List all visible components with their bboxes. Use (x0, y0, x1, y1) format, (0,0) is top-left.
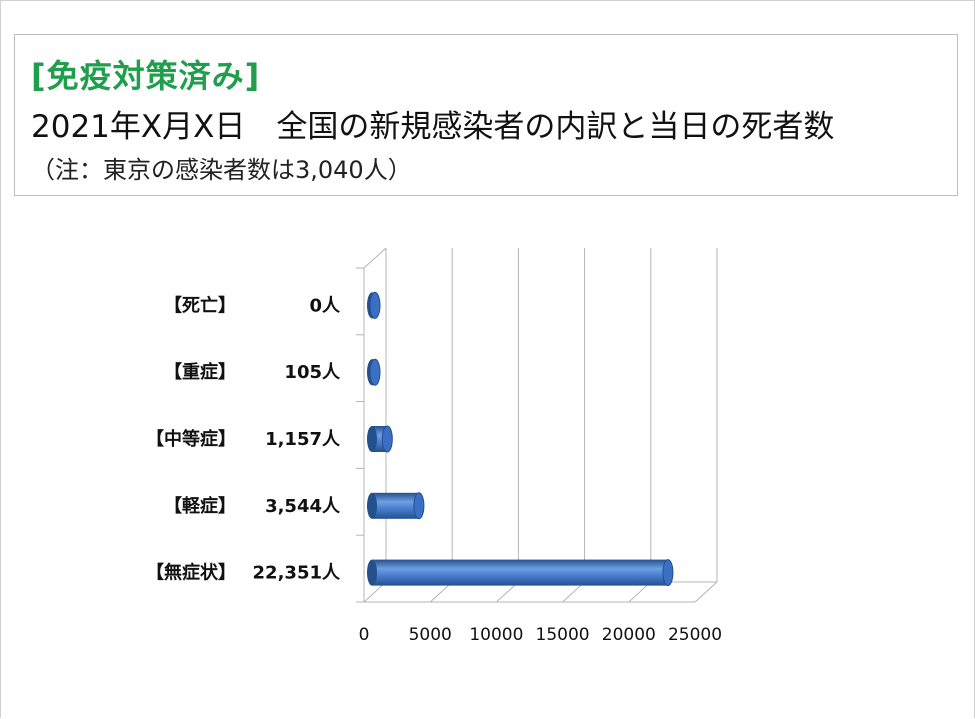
value-label: 3,544人 (265, 496, 341, 517)
bar-cap-end (369, 291, 381, 319)
value-label: 105人 (284, 362, 341, 383)
floor-gridline (694, 581, 718, 603)
title-box: [免疫対策済み] 2021年X月X日 全国の新規感染者の内訳と当日の死者数 （注… (14, 34, 958, 196)
value-label: 22,351人 (253, 563, 341, 584)
x-tick-label: 15000 (536, 625, 590, 645)
category-label: 【重症】 (164, 361, 236, 383)
note-text: （注：東京の感染者数は3,040人） (31, 156, 412, 184)
category-label: 【死亡】 (164, 294, 236, 316)
category-label: 【軽症】 (164, 495, 236, 517)
category-label: 【無症状】 (146, 562, 236, 584)
tag-label: [免疫対策済み] (31, 57, 261, 95)
side-wall-top (363, 247, 387, 269)
bar-cap-start (367, 492, 377, 519)
bar-cap-end (369, 358, 381, 386)
bar-cap-end (413, 492, 425, 520)
x-tick-label: 25000 (668, 625, 722, 645)
bar (372, 492, 419, 519)
bar-cap-end (662, 559, 674, 587)
page-title: 2021年X月X日 全国の新規感染者の内訳と当日の死者数 (31, 109, 835, 145)
x-tick-label: 20000 (602, 625, 656, 645)
bar (372, 559, 668, 586)
bar-cap-end (381, 425, 393, 453)
category-label: 【中等症】 (146, 428, 236, 450)
value-label: 1,157人 (265, 429, 341, 450)
x-tick-label: 5000 (409, 625, 452, 645)
x-tick-label: 10000 (469, 625, 523, 645)
bar-cap-start (367, 559, 377, 586)
value-label: 0人 (309, 295, 341, 316)
x-tick-label: 0 (359, 625, 370, 645)
bar-cap-start (367, 426, 377, 452)
